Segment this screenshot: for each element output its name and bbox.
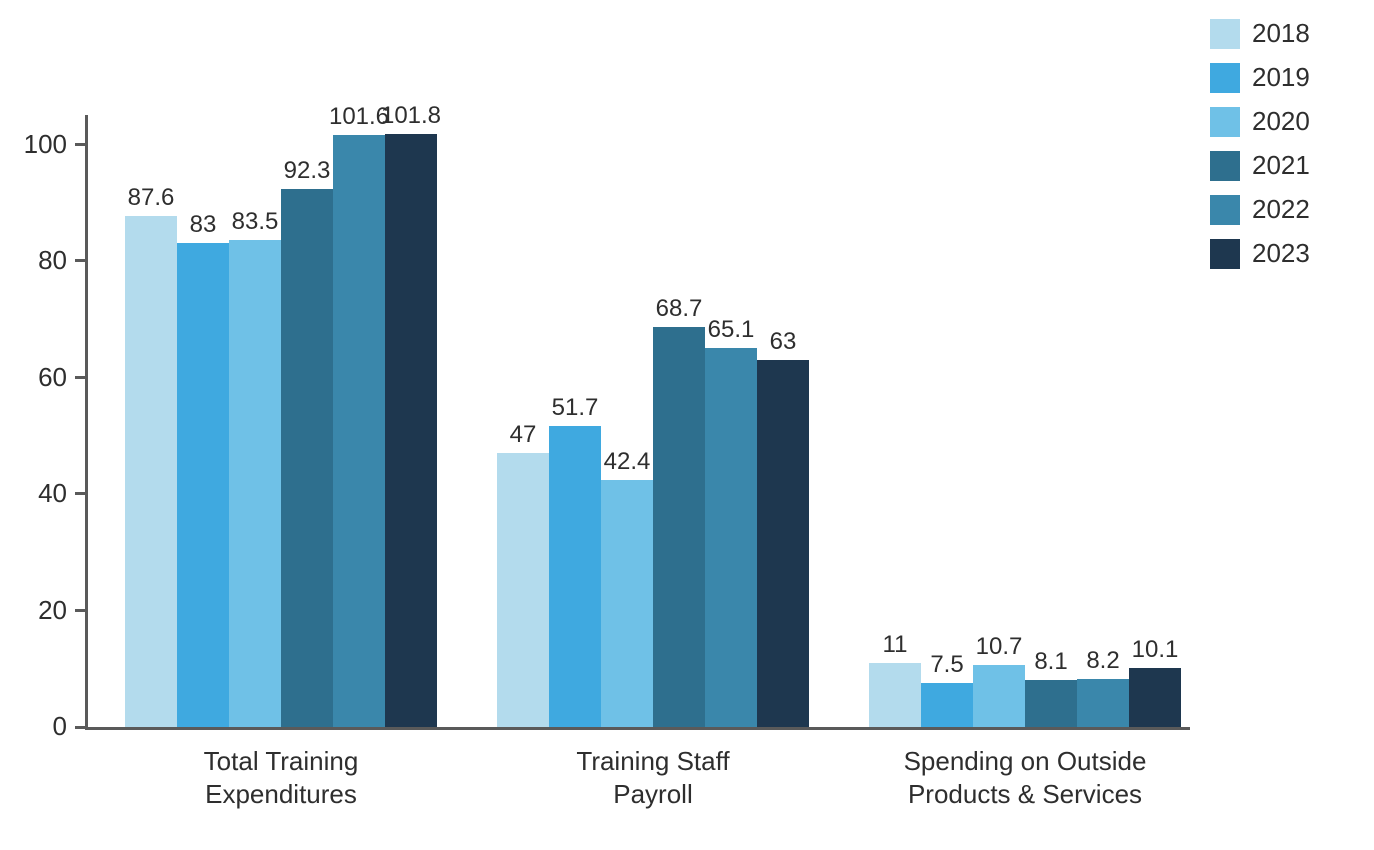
legend-item: 2022	[1210, 194, 1310, 225]
bar	[549, 426, 601, 727]
category-label-line: Payroll	[576, 778, 729, 811]
bar-value-label: 83	[190, 211, 217, 239]
legend-swatch	[1210, 63, 1240, 93]
y-tick-label: 20	[38, 595, 67, 626]
y-axis-line	[85, 115, 88, 727]
legend-swatch	[1210, 19, 1240, 49]
y-tick-label: 60	[38, 362, 67, 393]
bar	[869, 663, 921, 727]
category-label-line: Total Training	[204, 745, 359, 778]
bar-value-label: 51.7	[552, 394, 599, 422]
legend-swatch	[1210, 195, 1240, 225]
bar-value-label: 87.6	[128, 184, 175, 212]
legend-item: 2021	[1210, 150, 1310, 181]
bar-value-label: 47	[510, 421, 537, 449]
legend-label: 2023	[1252, 238, 1310, 269]
y-tick-mark	[75, 259, 85, 262]
category-label: Training StaffPayroll	[576, 745, 729, 810]
legend-item: 2023	[1210, 238, 1310, 269]
legend-item: 2020	[1210, 106, 1310, 137]
category-label: Total TrainingExpenditures	[204, 745, 359, 810]
legend-swatch	[1210, 239, 1240, 269]
legend-label: 2022	[1252, 194, 1310, 225]
y-tick-label: 100	[24, 129, 67, 160]
bar-value-label: 65.1	[708, 316, 755, 344]
legend-item: 2019	[1210, 62, 1310, 93]
x-axis-line	[85, 727, 1190, 730]
y-tick-label: 0	[53, 711, 67, 742]
training-expenditure-chart: 020406080100 87.68383.592.3101.6101.8475…	[0, 0, 1374, 850]
bar	[1025, 680, 1077, 727]
bar	[125, 216, 177, 727]
y-tick-label: 80	[38, 245, 67, 276]
y-tick-mark	[75, 609, 85, 612]
bar-value-label: 10.1	[1132, 636, 1179, 664]
y-tick-mark	[75, 143, 85, 146]
bar-value-label: 101.8	[381, 102, 441, 130]
legend-label: 2021	[1252, 150, 1310, 181]
y-tick-mark	[75, 726, 85, 729]
bar	[229, 240, 281, 727]
bar	[757, 360, 809, 727]
bar	[601, 480, 653, 727]
bar	[1129, 668, 1181, 727]
legend-label: 2020	[1252, 106, 1310, 137]
bar	[385, 134, 437, 727]
bar	[1077, 679, 1129, 727]
category-label-line: Products & Services	[904, 778, 1147, 811]
bar-value-label: 11	[883, 631, 908, 659]
y-tick-label: 40	[38, 478, 67, 509]
legend-label: 2018	[1252, 18, 1310, 49]
y-tick-mark	[75, 492, 85, 495]
bar	[177, 243, 229, 727]
legend-swatch	[1210, 151, 1240, 181]
bar-value-label: 92.3	[284, 157, 331, 185]
category-label: Spending on OutsideProducts & Services	[904, 745, 1147, 810]
bar-value-label: 10.7	[976, 633, 1023, 661]
bar-value-label: 68.7	[656, 295, 703, 323]
bar	[653, 327, 705, 727]
bar	[497, 453, 549, 727]
bar	[973, 665, 1025, 727]
bar-value-label: 7.5	[930, 651, 963, 679]
category-label-line: Expenditures	[204, 778, 359, 811]
bar	[333, 135, 385, 727]
category-label-line: Training Staff	[576, 745, 729, 778]
bar	[921, 683, 973, 727]
legend-item: 2018	[1210, 18, 1310, 49]
y-tick-mark	[75, 376, 85, 379]
bar-value-label: 83.5	[232, 208, 279, 236]
category-label-line: Spending on Outside	[904, 745, 1147, 778]
bar-value-label: 42.4	[604, 448, 651, 476]
legend-swatch	[1210, 107, 1240, 137]
bar	[705, 348, 757, 727]
bar-value-label: 8.2	[1086, 647, 1119, 675]
bar-value-label: 8.1	[1034, 648, 1067, 676]
bar-value-label: 63	[770, 328, 797, 356]
bar	[281, 189, 333, 727]
legend-label: 2019	[1252, 62, 1310, 93]
